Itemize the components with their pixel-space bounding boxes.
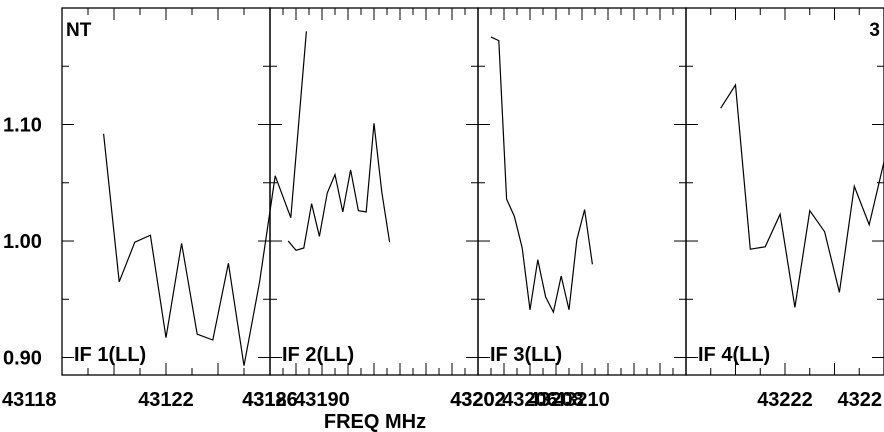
- x-tick-label: 43208: [528, 389, 584, 411]
- panel-frame: [685, 7, 884, 376]
- x-tick-label: 43118: [2, 389, 57, 411]
- x-tick-label: 43122: [138, 389, 194, 411]
- panel-label: IF 3(LL): [490, 344, 562, 366]
- x-tick-label: 43186: [242, 389, 298, 411]
- x-tick-label: 43206: [502, 389, 558, 411]
- panel-frame: [269, 7, 479, 376]
- x-tick-label: 43222: [757, 389, 813, 411]
- x-tick-label: 4322: [838, 389, 883, 411]
- series-line: [490, 36, 593, 314]
- series-line: [720, 83, 884, 308]
- corner-label-right: 3: [869, 20, 880, 41]
- panel-frame: [477, 7, 687, 376]
- y-tick-label: 1.00: [3, 231, 42, 253]
- x-tick-label: 43202: [450, 389, 506, 411]
- x-tick-label: 43190: [294, 389, 350, 411]
- panel-label: IF 2(LL): [282, 344, 354, 366]
- series-line: [103, 31, 307, 366]
- series-line: [287, 123, 391, 251]
- panel-label: IF 1(LL): [74, 344, 146, 366]
- panel-frame: [61, 7, 271, 376]
- corner-label-left: NT: [66, 20, 92, 41]
- x-tick-label: 43202: [450, 389, 506, 411]
- x-axis-title: FREQ MHz: [324, 411, 426, 432]
- panel-label: IF 4(LL): [698, 344, 770, 366]
- y-tick-label: 1.10: [3, 115, 42, 137]
- x-tick-label: 43210: [554, 389, 610, 411]
- x-tick-label: 43126: [242, 389, 298, 411]
- y-tick-label: 0.90: [3, 348, 42, 370]
